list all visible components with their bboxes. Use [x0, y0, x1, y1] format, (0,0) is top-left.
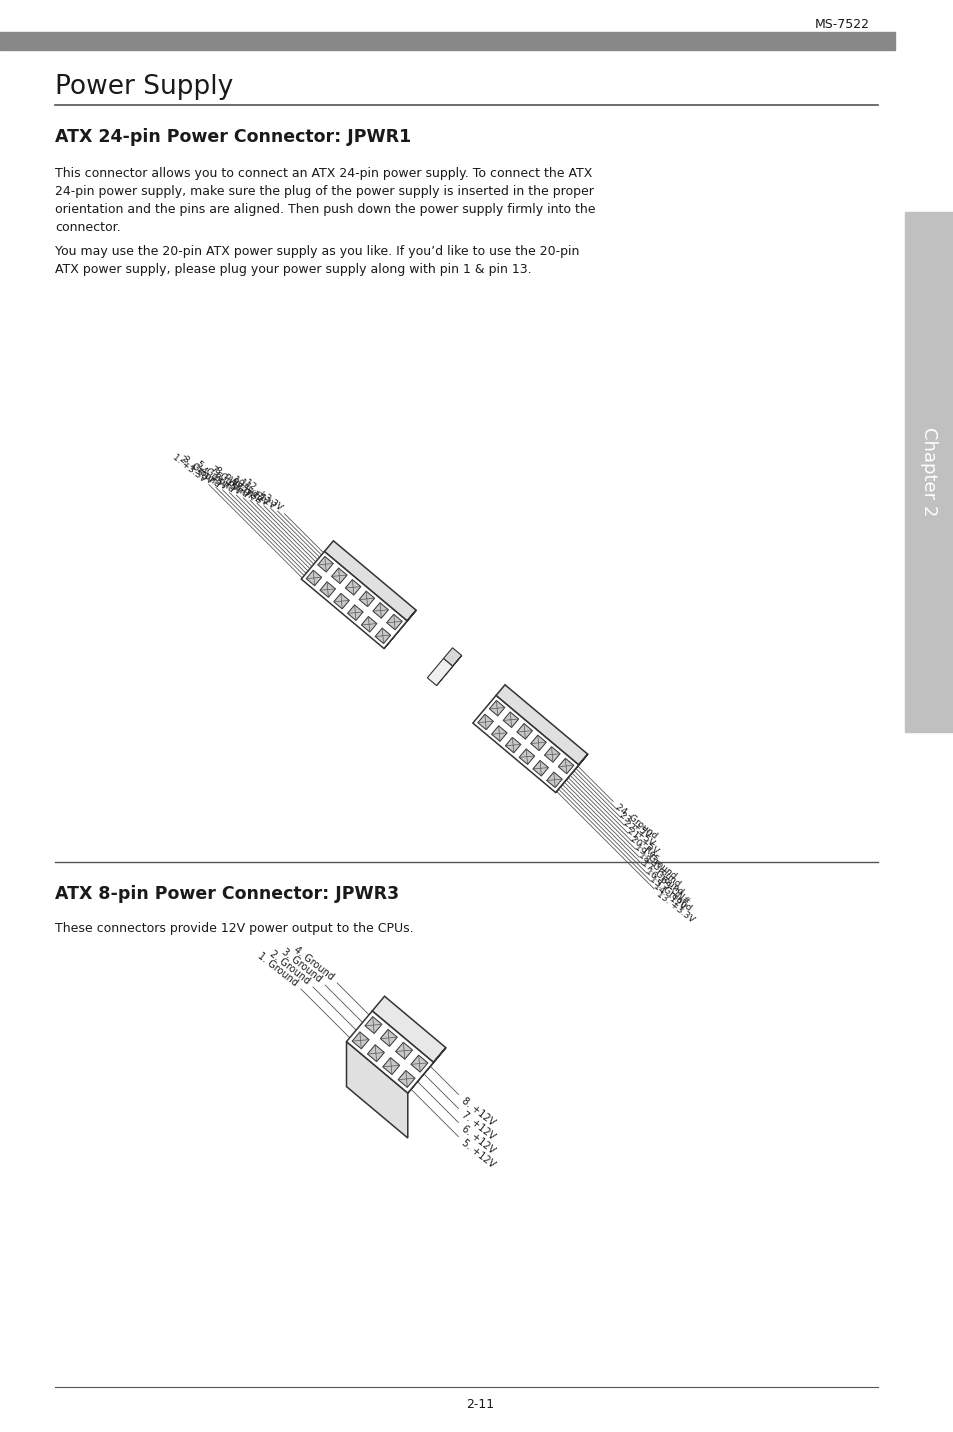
- Polygon shape: [361, 617, 376, 632]
- Polygon shape: [380, 1030, 396, 1047]
- Text: 19. Ground: 19. Ground: [632, 842, 678, 881]
- Text: 22. +5V: 22. +5V: [621, 818, 655, 848]
- Text: 8. PWR OK: 8. PWR OK: [213, 465, 255, 503]
- Polygon shape: [395, 1042, 412, 1060]
- Text: 11. +12V: 11. +12V: [237, 477, 276, 510]
- Text: 15. Ground: 15. Ground: [647, 874, 692, 912]
- Polygon shape: [372, 997, 445, 1063]
- Text: 3. Ground: 3. Ground: [181, 454, 221, 488]
- Polygon shape: [518, 749, 534, 765]
- Text: 1. Ground: 1. Ground: [255, 951, 299, 988]
- Polygon shape: [436, 656, 461, 686]
- Text: 6. +5V: 6. +5V: [213, 471, 242, 497]
- Text: 23. +5V: 23. +5V: [618, 811, 652, 841]
- Text: 2-11: 2-11: [465, 1398, 494, 1411]
- Polygon shape: [384, 610, 416, 649]
- Text: 20. Res: 20. Res: [628, 835, 660, 862]
- Text: 8. +12V: 8. +12V: [459, 1095, 497, 1127]
- Text: 4. Ground: 4. Ground: [292, 945, 335, 982]
- Text: 5. +12V: 5. +12V: [459, 1137, 497, 1170]
- Polygon shape: [375, 629, 390, 643]
- Text: 2. +3.3V: 2. +3.3V: [178, 455, 214, 487]
- Polygon shape: [319, 581, 335, 597]
- Text: 17. Ground: 17. Ground: [639, 858, 685, 896]
- Text: orientation and the pins are aligned. Then push down the power supply firmly int: orientation and the pins are aligned. Th…: [55, 203, 595, 216]
- Text: 16. PS-ON#: 16. PS-ON#: [643, 866, 691, 906]
- Text: MS-7522: MS-7522: [814, 17, 869, 30]
- Bar: [904, 212, 953, 732]
- Polygon shape: [301, 551, 407, 649]
- Polygon shape: [345, 580, 360, 596]
- Polygon shape: [555, 755, 587, 792]
- Polygon shape: [352, 1032, 369, 1048]
- Polygon shape: [496, 684, 587, 765]
- Text: ATX 24-pin Power Connector: JPWR1: ATX 24-pin Power Connector: JPWR1: [55, 127, 411, 146]
- Polygon shape: [505, 737, 520, 753]
- Polygon shape: [306, 570, 321, 586]
- Polygon shape: [491, 726, 507, 742]
- Polygon shape: [386, 614, 402, 630]
- Text: 7. Ground: 7. Ground: [208, 465, 249, 500]
- Polygon shape: [358, 591, 375, 607]
- Text: 5. Ground: 5. Ground: [194, 460, 235, 494]
- Polygon shape: [367, 1045, 384, 1061]
- Polygon shape: [334, 593, 349, 609]
- Polygon shape: [502, 712, 518, 727]
- Polygon shape: [530, 735, 546, 750]
- Polygon shape: [517, 723, 532, 739]
- Polygon shape: [347, 604, 363, 620]
- Text: You may use the 20-pin ATX power supply as you like. If you’d like to use the 20: You may use the 20-pin ATX power supply …: [55, 245, 578, 258]
- Text: 21. +5V: 21. +5V: [624, 826, 659, 856]
- Text: 1. +3.3V: 1. +3.3V: [171, 453, 208, 484]
- Polygon shape: [365, 1017, 381, 1034]
- Text: 18. Ground: 18. Ground: [636, 851, 681, 888]
- Polygon shape: [558, 759, 573, 773]
- Text: 6. +12V: 6. +12V: [459, 1124, 496, 1156]
- Polygon shape: [317, 557, 333, 571]
- Text: 4. +5V: 4. +5V: [198, 465, 229, 491]
- Polygon shape: [544, 746, 559, 762]
- Polygon shape: [332, 569, 347, 583]
- Polygon shape: [489, 700, 504, 716]
- Polygon shape: [473, 696, 578, 792]
- Text: 14. -12V: 14. -12V: [651, 882, 686, 912]
- Text: 9. 5VSB: 9. 5VSB: [230, 475, 263, 505]
- Text: Power Supply: Power Supply: [55, 74, 233, 100]
- Text: 24. Ground: 24. Ground: [614, 802, 659, 841]
- Text: ATX power supply, please plug your power supply along with pin 1 & pin 13.: ATX power supply, please plug your power…: [55, 263, 531, 276]
- Polygon shape: [397, 1071, 415, 1087]
- Text: 10. +12V: 10. +12V: [231, 474, 270, 507]
- Text: 12. +3.3V: 12. +3.3V: [242, 478, 283, 513]
- Polygon shape: [546, 772, 561, 788]
- Text: These connectors provide 12V power output to the CPUs.: These connectors provide 12V power outpu…: [55, 922, 414, 935]
- Text: ATX 8-pin Power Connector: JPWR3: ATX 8-pin Power Connector: JPWR3: [55, 885, 398, 904]
- Polygon shape: [411, 1055, 427, 1073]
- Text: This connector allows you to connect an ATX 24-pin power supply. To connect the : This connector allows you to connect an …: [55, 168, 592, 180]
- Polygon shape: [346, 1041, 407, 1138]
- Polygon shape: [373, 603, 388, 619]
- Polygon shape: [382, 1058, 399, 1074]
- Polygon shape: [477, 715, 493, 730]
- Polygon shape: [346, 1011, 433, 1093]
- Text: 24-pin power supply, make sure the plug of the power supply is inserted in the p: 24-pin power supply, make sure the plug …: [55, 185, 594, 198]
- Bar: [0, 32, 894, 50]
- Polygon shape: [427, 659, 453, 686]
- Text: 3. Ground: 3. Ground: [280, 947, 324, 984]
- Polygon shape: [407, 1048, 445, 1093]
- Polygon shape: [324, 541, 416, 621]
- Text: 7. +12V: 7. +12V: [459, 1110, 497, 1141]
- Text: 2. Ground: 2. Ground: [268, 948, 312, 987]
- Polygon shape: [443, 647, 461, 666]
- Polygon shape: [533, 760, 548, 776]
- Text: connector.: connector.: [55, 221, 120, 233]
- Text: 13. +3.3V: 13. +3.3V: [655, 889, 696, 925]
- Text: Chapter 2: Chapter 2: [919, 427, 937, 517]
